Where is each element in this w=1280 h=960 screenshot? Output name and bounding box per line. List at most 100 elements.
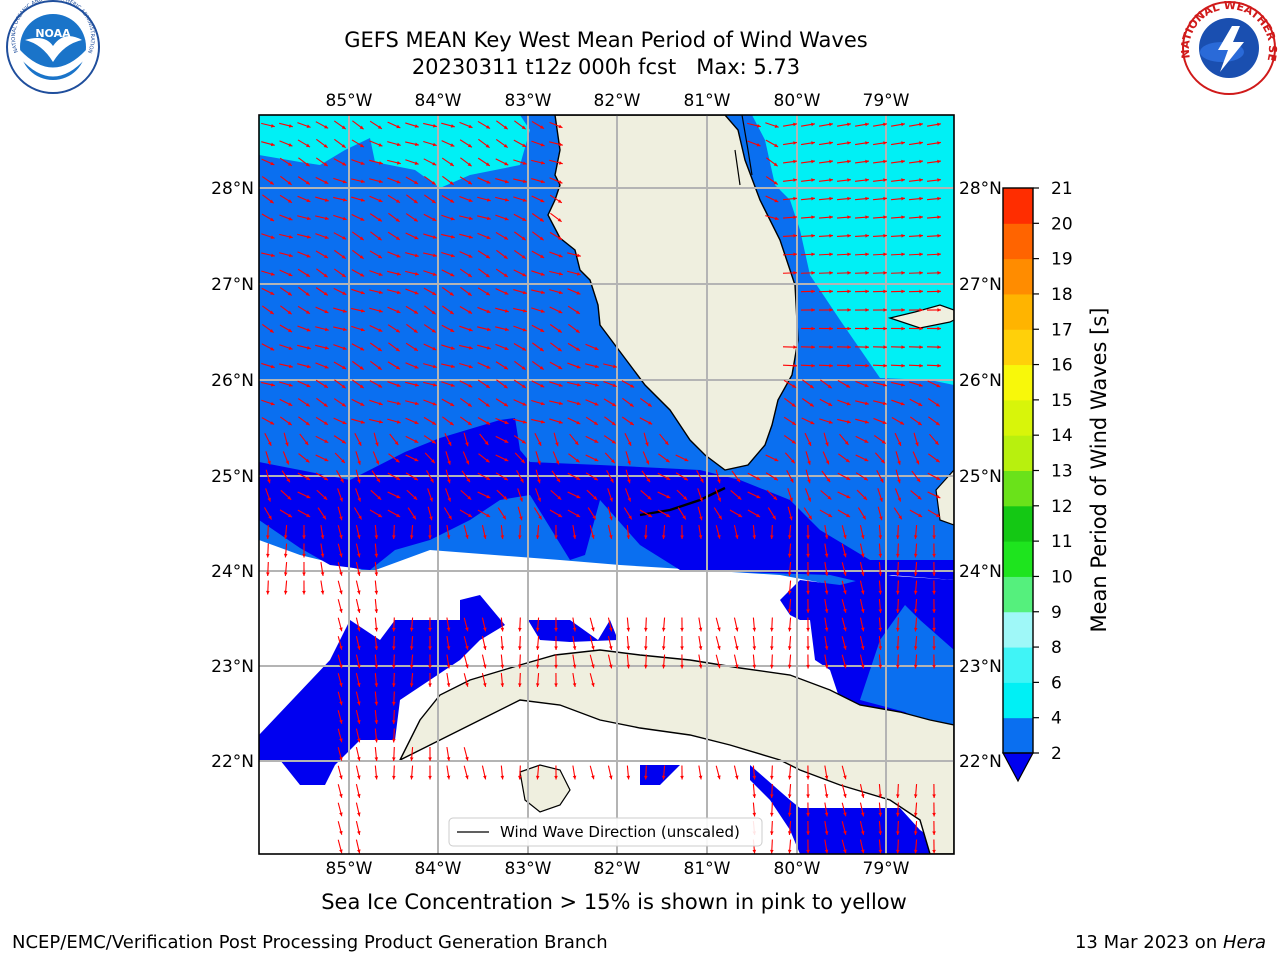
wave-direction-arrow xyxy=(800,196,816,201)
wave-direction-arrow xyxy=(266,561,270,577)
wave-direction-arrow xyxy=(374,543,379,558)
wave-direction-arrow xyxy=(424,194,436,204)
wave-direction-arrow xyxy=(896,543,900,558)
wave-direction-arrow xyxy=(531,213,545,222)
wave-direction-arrow xyxy=(896,561,900,577)
wave-direction-arrow xyxy=(644,617,648,632)
lon-label-top: 85°W xyxy=(326,91,373,111)
legend-label: Wind Wave Direction (unscaled) xyxy=(500,823,740,841)
lat-label-right: 26°N xyxy=(959,371,1002,391)
wave-direction-arrow xyxy=(787,765,792,780)
wave-direction-arrow xyxy=(409,765,414,780)
wave-direction-arrow xyxy=(837,380,851,388)
wave-direction-arrow xyxy=(893,507,903,520)
wave-direction-arrow xyxy=(495,454,509,462)
wave-direction-arrow xyxy=(837,472,851,481)
wave-direction-arrow xyxy=(697,488,703,502)
wave-direction-arrow xyxy=(932,543,936,558)
wave-direction-arrow xyxy=(477,120,491,130)
wave-direction-arrow xyxy=(625,488,631,502)
wave-direction-arrow xyxy=(405,454,419,462)
wave-direction-arrow xyxy=(495,139,509,148)
wave-direction-arrow xyxy=(818,159,834,164)
wave-direction-arrow xyxy=(787,839,792,854)
wave-direction-arrow xyxy=(531,360,545,371)
wave-direction-arrow xyxy=(787,617,792,632)
wave-direction-arrow xyxy=(572,765,577,780)
lat-label-right: 22°N xyxy=(959,752,1002,772)
wave-direction-arrow xyxy=(297,491,311,499)
wave-direction-arrow xyxy=(644,765,648,780)
wave-direction-arrow xyxy=(926,141,942,146)
wave-direction-arrow xyxy=(497,507,507,520)
wave-direction-arrow xyxy=(715,765,721,780)
wave-direction-arrow xyxy=(459,268,473,278)
wave-direction-arrow xyxy=(895,469,901,484)
wave-direction-arrow xyxy=(553,432,559,447)
wave-direction-arrow xyxy=(463,636,469,650)
wave-direction-arrow xyxy=(441,324,455,333)
lon-labels-top: 85°W 84°W 83°W 82°W 81°W 80°W 79°W xyxy=(326,91,910,111)
wave-direction-arrow xyxy=(890,252,906,257)
wave-direction-arrow xyxy=(513,307,527,313)
wave-direction-arrow xyxy=(589,636,595,650)
wave-direction-arrow xyxy=(426,470,434,483)
wave-direction-arrow xyxy=(765,139,779,148)
wave-direction-arrow xyxy=(459,306,473,314)
lon-label-top: 80°W xyxy=(774,91,821,111)
wave-direction-arrow xyxy=(370,231,382,241)
wave-direction-arrow xyxy=(513,213,527,222)
wave-direction-arrow xyxy=(912,451,920,465)
wave-direction-arrow xyxy=(554,672,558,688)
wave-direction-arrow xyxy=(351,231,365,241)
wave-direction-arrow xyxy=(531,324,545,333)
wave-direction-arrow xyxy=(406,489,418,501)
wave-direction-arrow xyxy=(770,765,774,780)
wave-direction-arrow xyxy=(441,140,455,147)
wave-direction-arrow xyxy=(477,250,491,259)
wave-direction-arrow xyxy=(261,233,275,239)
wave-direction-arrow xyxy=(495,435,509,444)
wave-direction-arrow xyxy=(535,765,540,780)
wave-direction-arrow xyxy=(554,765,558,780)
wave-direction-arrow xyxy=(531,307,545,313)
wave-direction-arrow xyxy=(805,469,811,484)
colorbar-tick-label: 21 xyxy=(1051,179,1073,199)
wave-direction-arrow xyxy=(297,398,311,407)
wave-direction-arrow xyxy=(908,141,924,146)
chart-title: GEFS MEAN Key West Mean Period of Wind W… xyxy=(344,28,868,52)
wave-direction-arrow xyxy=(604,452,616,464)
wave-direction-arrow xyxy=(894,432,902,447)
wave-direction-arrow xyxy=(500,672,505,688)
wave-direction-arrow xyxy=(804,432,812,447)
wave-direction-arrow xyxy=(801,417,815,425)
wave-direction-arrow xyxy=(549,159,563,165)
wave-direction-arrow xyxy=(423,270,437,276)
colorbar-segment xyxy=(1003,682,1033,719)
wave-direction-arrow xyxy=(932,839,936,854)
wave-direction-arrow xyxy=(337,580,343,595)
wave-direction-arrow xyxy=(603,398,617,407)
wave-direction-arrow xyxy=(333,398,347,407)
wave-direction-arrow xyxy=(261,381,275,387)
wave-direction-arrow xyxy=(423,416,437,426)
wave-direction-arrow xyxy=(549,231,563,241)
wave-direction-arrow xyxy=(280,489,292,501)
wave-direction-arrow xyxy=(806,839,810,854)
wave-direction-arrow xyxy=(625,451,631,465)
wave-direction-arrow xyxy=(908,178,924,182)
wave-direction-arrow xyxy=(549,381,563,387)
lon-labels-bottom: 85°W 84°W 83°W 82°W 81°W 80°W 79°W xyxy=(326,859,910,879)
wave-direction-arrow xyxy=(770,820,774,836)
wave-direction-arrow xyxy=(261,399,275,406)
wave-direction-arrow xyxy=(428,617,432,632)
wave-direction-arrow xyxy=(495,268,509,278)
wave-direction-arrow xyxy=(297,122,311,128)
wave-direction-arrow xyxy=(299,433,309,446)
wave-direction-arrow xyxy=(392,765,396,780)
wave-direction-arrow xyxy=(355,562,361,576)
wave-direction-arrow xyxy=(405,122,419,128)
wave-direction-arrow xyxy=(459,509,473,518)
wave-direction-arrow xyxy=(518,654,522,669)
wave-direction-arrow xyxy=(355,747,361,761)
